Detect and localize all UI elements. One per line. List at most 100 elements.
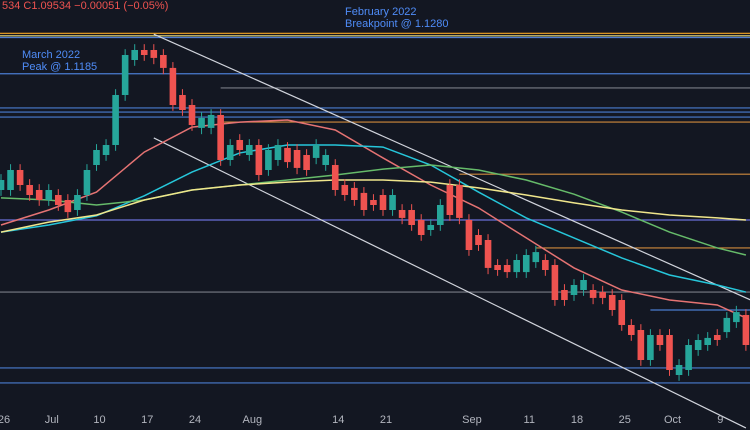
- moving-average: [0, 119, 747, 319]
- candle-body: [647, 335, 654, 360]
- x-tick-label: Jul: [45, 414, 59, 426]
- candle-body: [360, 192, 368, 210]
- candle-body: [55, 195, 62, 205]
- candle-body: [150, 50, 158, 58]
- candle-body: [217, 115, 224, 160]
- x-tick-label: 10: [93, 414, 105, 426]
- x-tick-label: 14: [332, 414, 344, 426]
- candle-body: [599, 292, 606, 298]
- x-tick-label: 9: [717, 414, 723, 426]
- candle-body: [179, 95, 186, 110]
- candle-body: [608, 295, 616, 310]
- moving-average: [0, 179, 746, 233]
- candle-body: [74, 195, 81, 210]
- candle-body: [140, 50, 148, 55]
- candle-body: [542, 260, 549, 270]
- candle-body: [236, 140, 244, 150]
- candle-body: [437, 205, 444, 225]
- candle-body: [274, 145, 282, 160]
- annotation: February 2022: [345, 6, 417, 18]
- candle-body: [723, 317, 731, 333]
- candle-body: [666, 335, 673, 370]
- candle-body: [246, 145, 253, 155]
- candle-body: [93, 150, 100, 165]
- candle-body: [713, 335, 721, 340]
- candle-body: [35, 190, 43, 200]
- candle-body: [494, 265, 501, 270]
- candle-body: [83, 170, 91, 195]
- candle-body: [522, 255, 530, 273]
- candle-body: [102, 145, 110, 155]
- candle-body: [198, 117, 205, 128]
- candle-body: [417, 220, 425, 235]
- candle-body: [341, 185, 349, 195]
- candle-body: [188, 105, 196, 125]
- candle-body: [465, 220, 473, 250]
- moving-average: [0, 144, 747, 293]
- candle-body: [121, 55, 129, 95]
- candle-body: [503, 265, 511, 273]
- candle-body: [112, 95, 119, 145]
- candle-body: [26, 185, 33, 195]
- candle-body: [207, 115, 215, 128]
- candle-body: [7, 170, 14, 190]
- candle-body: [169, 67, 177, 105]
- x-tick-label: 21: [380, 414, 392, 426]
- candle-body: [131, 50, 138, 60]
- candle-body: [226, 145, 234, 160]
- candle-body: [303, 155, 310, 170]
- candle-body: [331, 165, 339, 190]
- candle-body: [628, 325, 635, 335]
- candle-body: [637, 330, 645, 360]
- candle-body: [513, 260, 520, 273]
- candle-body: [570, 285, 578, 295]
- candle-body: [742, 315, 750, 345]
- annotation: Breakpoint @ 1.1280: [345, 18, 449, 30]
- candle-body: [379, 195, 387, 210]
- candle-body: [265, 150, 272, 170]
- candle-body: [675, 365, 683, 375]
- candle-body: [64, 200, 72, 213]
- candle-body: [408, 210, 415, 225]
- x-tick-label: 25: [619, 414, 631, 426]
- candle-body: [532, 252, 540, 263]
- candle-body: [322, 155, 329, 165]
- candle-body: [398, 210, 406, 218]
- candle-body: [16, 170, 24, 185]
- x-tick-label: Oct: [664, 414, 681, 426]
- x-tick-label: 11: [524, 414, 535, 426]
- candle-body: [475, 235, 482, 245]
- header-text: 534 C1.09534 −0.00051 (−0.05%): [2, 0, 168, 12]
- candle-body: [45, 190, 53, 200]
- candle-body: [733, 312, 740, 323]
- candle-body: [160, 55, 167, 68]
- x-tick-label: 17: [141, 414, 153, 426]
- candle-body: [0, 180, 5, 190]
- x-tick-label: Aug: [243, 414, 263, 426]
- candle-body: [551, 265, 559, 300]
- candle-body: [389, 195, 396, 210]
- x-tick-label: 26: [0, 414, 10, 426]
- candle-body: [618, 300, 626, 325]
- candle-body: [284, 147, 291, 163]
- candle-body: [312, 145, 320, 158]
- x-tick-label: Sep: [462, 414, 482, 426]
- candle-body: [685, 345, 692, 370]
- annotation: March 2022: [22, 49, 80, 61]
- candle-body: [255, 145, 263, 175]
- candle-body: [456, 185, 463, 218]
- annotation: Peak @ 1.1185: [22, 61, 97, 73]
- candle-body: [293, 150, 301, 168]
- trend-line: [153, 137, 747, 429]
- candle-body: [351, 187, 358, 200]
- candle-body: [427, 225, 435, 230]
- candle-body: [656, 335, 664, 345]
- candle-body: [694, 340, 702, 350]
- moving-average: [0, 164, 747, 256]
- x-tick-label: 18: [571, 414, 583, 426]
- candle-body: [704, 337, 711, 345]
- candle-body: [561, 290, 568, 300]
- candle-body: [589, 290, 597, 298]
